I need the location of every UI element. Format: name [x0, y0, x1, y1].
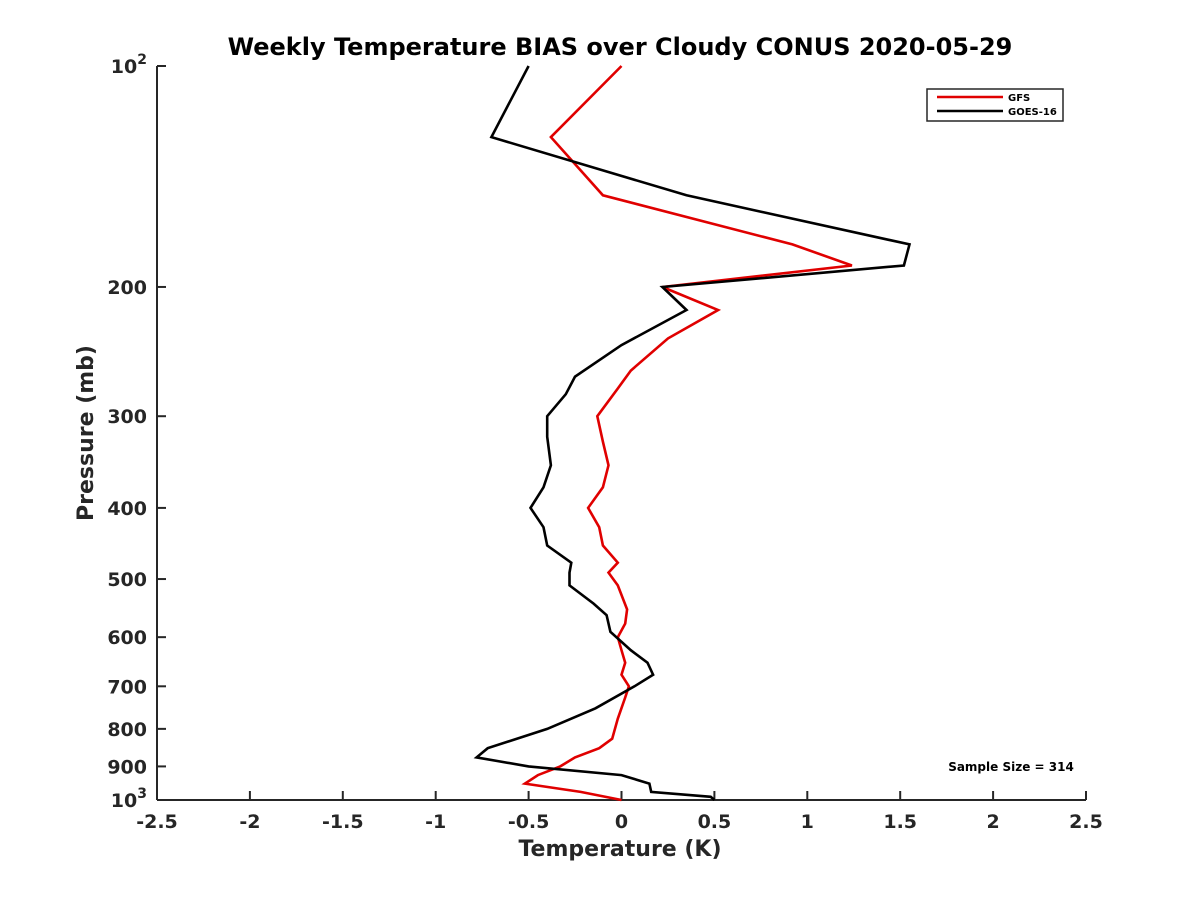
x-tick-label: -0.5	[508, 811, 550, 833]
y-tick-label: 600	[107, 627, 147, 649]
legend-label: GFS	[1008, 93, 1030, 104]
y-tick-label: 900	[107, 756, 147, 778]
series-line-goes-16	[473, 65, 912, 801]
chart-title: Weekly Temperature BIAS over Cloudy CONU…	[228, 33, 1013, 61]
data-series	[473, 65, 912, 802]
y-axis-label: Pressure (mb)	[74, 345, 99, 521]
legend-label: GOES-16	[1008, 107, 1057, 118]
x-tick-label: 1	[801, 811, 814, 833]
y-tick-label: 102	[111, 52, 147, 78]
x-axis-ticks: -2.5 -2 -1.5 -1 -0.5 0 0.5 1 1.5 2 2.5	[136, 791, 1103, 833]
x-tick-label: 1.5	[883, 811, 917, 833]
x-tick-label: -2.5	[136, 811, 178, 833]
y-tick-label: 800	[107, 719, 147, 741]
y-tick-label: 700	[107, 676, 147, 698]
legend-box	[926, 88, 1064, 122]
y-tick-label: 200	[107, 277, 147, 299]
x-tick-label: -2	[239, 811, 260, 833]
y-tick-label: 500	[107, 569, 147, 591]
y-tick-label: 300	[107, 406, 147, 428]
sample-size-annotation: Sample Size = 314	[948, 760, 1074, 774]
x-axis-label: Temperature (K)	[518, 837, 721, 862]
y-axis-ticks: 102 200 300 400 500 600 700 800 900 103	[107, 52, 166, 812]
x-tick-label: -1.5	[322, 811, 364, 833]
x-tick-label: 0.5	[698, 811, 732, 833]
y-tick-label: 103	[111, 786, 147, 812]
x-tick-label: 0	[615, 811, 628, 833]
x-tick-label: 2.5	[1069, 811, 1103, 833]
x-tick-label: -1	[425, 811, 446, 833]
x-tick-label: 2	[986, 811, 999, 833]
y-tick-label: 400	[107, 498, 147, 520]
legend: GFS GOES-16	[926, 88, 1064, 122]
series-line-gfs	[521, 65, 853, 802]
